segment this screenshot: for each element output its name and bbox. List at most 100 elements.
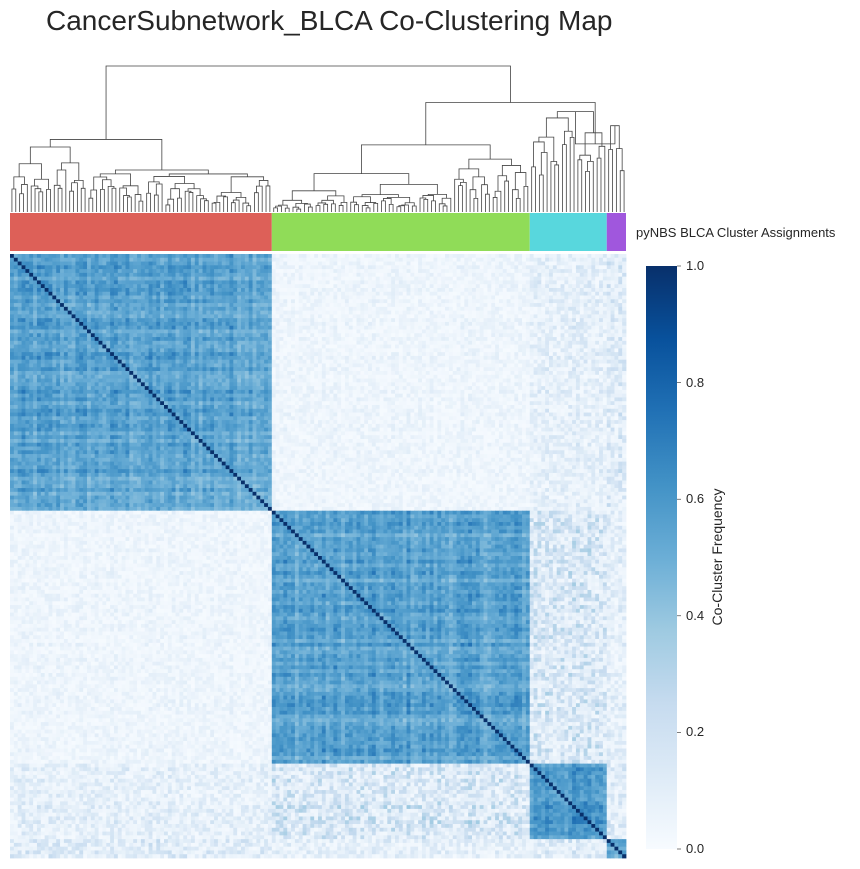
heatmap-cell [514,326,518,330]
heatmap-cell [75,258,79,262]
heatmap-cell [237,277,241,281]
heatmap-cell [399,269,403,273]
heatmap-cell [399,303,403,307]
heatmap-cell [118,322,122,326]
heatmap-cell [299,348,303,352]
heatmap-cell [622,348,626,352]
heatmap-cell [45,269,49,273]
heatmap-cell [407,265,411,269]
heatmap-cell [33,333,37,337]
heatmap-cell [564,352,568,356]
heatmap-cell [395,277,399,281]
heatmap-cell [218,345,222,349]
heatmap-cell [518,307,522,311]
heatmap-cell [599,258,603,262]
heatmap-cell [256,254,260,258]
heatmap-cell [91,337,95,341]
heatmap-cell [426,318,430,322]
heatmap-cell [360,356,364,360]
heatmap-cell [52,254,56,258]
heatmap-cell [460,348,464,352]
heatmap-cell [60,311,64,315]
heatmap-cell [522,299,526,303]
heatmap-cell [453,356,457,360]
heatmap-cell [310,307,314,311]
heatmap-cell [264,318,268,322]
heatmap-cell [472,318,476,322]
heatmap-cell [407,269,411,273]
heatmap-cell [276,277,280,281]
dendrogram-link [405,203,414,206]
heatmap-cell [603,348,607,352]
heatmap-cell [534,352,538,356]
heatmap-cell [49,280,53,284]
heatmap-cell [233,299,237,303]
heatmap-cell [576,322,580,326]
heatmap-cell [568,299,572,303]
heatmap-cell [376,296,380,300]
heatmap-cell [364,322,368,326]
heatmap-cell [268,341,272,345]
heatmap-cell [272,337,276,341]
heatmap-cell [306,314,310,318]
heatmap-cell [60,314,64,318]
heatmap-cell [445,277,449,281]
heatmap-cell [229,356,233,360]
heatmap-cell [368,254,372,258]
heatmap-cell [614,303,618,307]
heatmap-cell [537,273,541,277]
heatmap-cell [499,337,503,341]
heatmap-cell [303,360,307,364]
heatmap-cell [199,348,203,352]
heatmap-cell [588,318,592,322]
heatmap-cell [622,284,626,288]
heatmap-cell [410,348,414,352]
heatmap-cell [568,307,572,311]
heatmap-cell [210,326,214,330]
heatmap-cell [484,299,488,303]
heatmap-cell [118,303,122,307]
heatmap-cell [564,318,568,322]
heatmap-cell [368,356,372,360]
heatmap-cell [391,288,395,292]
heatmap-cell [368,318,372,322]
heatmap-cell [110,326,114,330]
heatmap-cell [426,322,430,326]
heatmap-cell [595,360,599,364]
heatmap-cell [114,299,118,303]
heatmap-cell [176,326,180,330]
heatmap-cell [14,367,18,371]
heatmap-cell [395,280,399,284]
heatmap-cell [364,333,368,337]
heatmap-cell [87,348,91,352]
heatmap-cell [295,269,299,273]
heatmap-cell [430,296,434,300]
heatmap-cell [10,326,14,330]
heatmap-cell [437,322,441,326]
heatmap-cell [260,273,264,277]
heatmap-cell [233,341,237,345]
heatmap-cell [545,363,549,367]
heatmap-cell [491,303,495,307]
heatmap-cell [168,363,172,367]
heatmap-cell [591,299,595,303]
heatmap-cell [79,277,83,281]
heatmap-cell [210,333,214,337]
heatmap-cell [399,326,403,330]
heatmap-cell [534,269,538,273]
heatmap-cell [25,341,29,345]
heatmap-cell [237,363,241,367]
heatmap-cell [341,356,345,360]
heatmap-cell [75,367,79,371]
heatmap-cell [129,345,133,349]
heatmap-cell [357,280,361,284]
heatmap-cell [283,269,287,273]
heatmap-cell [295,360,299,364]
heatmap-cell [164,360,168,364]
heatmap-cell [595,348,599,352]
heatmap-cell [526,345,530,349]
heatmap-cell [564,292,568,296]
heatmap-cell [203,296,207,300]
heatmap-cell [41,348,45,352]
heatmap-cell [99,303,103,307]
